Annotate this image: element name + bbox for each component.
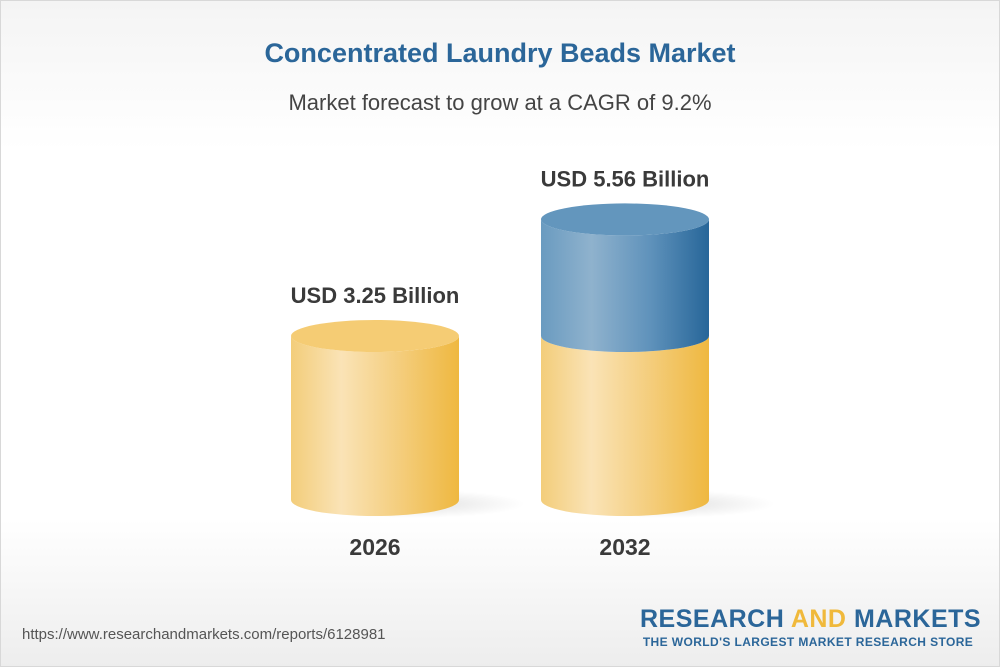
cylinder-bar-0 <box>291 336 459 516</box>
category-label-0: 2026 <box>349 534 400 560</box>
cylinder-top-0 <box>291 320 459 352</box>
research-and-markets-logo[interactable]: RESEARCH AND MARKETS THE WORLD'S LARGEST… <box>640 605 981 649</box>
cylinder-top-1 <box>541 203 709 236</box>
category-label-1: 2032 <box>599 534 650 560</box>
report-url[interactable]: https://www.researchandmarkets.com/repor… <box>22 626 386 643</box>
cylinder-base-segment-1 <box>541 336 709 516</box>
logo-word-and: AND <box>790 605 847 633</box>
cylinder-growth-segment-1 <box>541 219 709 352</box>
logo-word-research: RESEARCH <box>640 605 785 633</box>
logo-tagline: THE WORLD'S LARGEST MARKET RESEARCH STOR… <box>642 635 974 649</box>
chart-title: Concentrated Laundry Beads Market <box>264 38 736 68</box>
data-label-1: USD 5.56 Billion <box>541 166 710 191</box>
data-label-0: USD 3.25 Billion <box>291 283 460 308</box>
logo-word-markets: MARKETS <box>853 605 982 633</box>
chart-subtitle: Market forecast to grow at a CAGR of 9.2… <box>288 90 712 115</box>
